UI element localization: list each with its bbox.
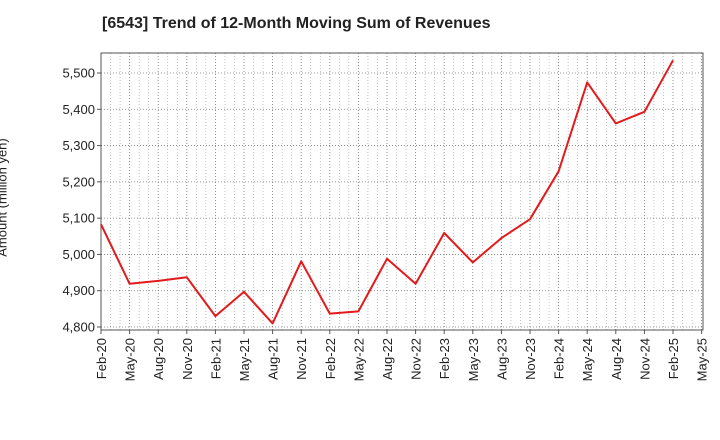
x-tick-label: Aug-21 — [266, 338, 281, 380]
y-axis-ticks: 4,800 4,900 5,000 5,100 5,200 5,300 5,400 5,500 — [62, 66, 101, 335]
x-tick-label: Aug-22 — [380, 338, 395, 380]
x-tick-label: May-24 — [580, 338, 595, 381]
plot-area-frame — [100, 52, 704, 331]
x-tick-label: Feb-23 — [437, 338, 452, 379]
y-tick-label: 5,500 — [62, 66, 95, 81]
x-tick-label: Feb-21 — [208, 338, 223, 379]
x-tick-label: Feb-22 — [323, 338, 338, 379]
y-tick-label: 5,200 — [62, 174, 95, 189]
x-tick-label: May-22 — [351, 338, 366, 381]
y-tick-label: 5,300 — [62, 138, 95, 153]
x-tick-label: Nov-21 — [294, 338, 309, 380]
x-tick-label: Nov-20 — [180, 338, 195, 380]
y-tick-label: 5,400 — [62, 102, 95, 117]
y-tick-label: 4,800 — [62, 320, 95, 335]
grid-lines — [101, 53, 703, 330]
y-tick-label: 5,100 — [62, 211, 95, 226]
series-group — [100, 59, 674, 325]
x-tick-label: Nov-22 — [409, 338, 424, 380]
chart-title: [6543] Trend of 12-Month Moving Sum of R… — [102, 15, 491, 32]
x-tick-label: May-25 — [695, 338, 710, 381]
x-tick-label: Feb-25 — [666, 338, 681, 379]
revenue-series-line — [100, 59, 674, 325]
x-tick-label: Feb-24 — [552, 338, 567, 379]
x-tick-label: Nov-23 — [523, 338, 538, 380]
x-tick-label: May-21 — [237, 338, 252, 381]
x-tick-label: Nov-24 — [637, 338, 652, 380]
x-tick-label: May-20 — [123, 338, 138, 381]
y-tick-label: 5,000 — [62, 247, 95, 262]
x-tick-label: Aug-20 — [151, 338, 166, 380]
x-axis-ticks: Feb-20 May-20 Aug-20 Nov-20 Feb-21 May-21 Aug-… — [94, 330, 710, 381]
y-tick-label: 4,900 — [62, 283, 95, 298]
x-tick-label: May-23 — [466, 338, 481, 381]
x-tick-label: Feb-20 — [94, 338, 109, 379]
x-tick-label: Aug-23 — [494, 338, 509, 380]
x-tick-label: Aug-24 — [609, 338, 624, 380]
